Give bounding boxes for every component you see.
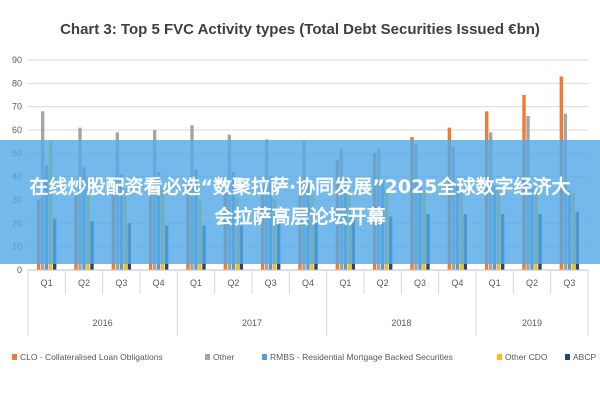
- x-tick-label: Q1: [190, 278, 202, 288]
- legend-swatch: [497, 354, 502, 360]
- y-tick-label: 70: [12, 102, 22, 112]
- x-tick-label: Q1: [489, 278, 501, 288]
- y-tick-label: 60: [12, 125, 22, 135]
- legend-swatch: [565, 354, 570, 360]
- x-group-label: 2018: [391, 318, 411, 328]
- y-tick-label: 0: [17, 265, 22, 275]
- promo-banner-text: 在线炒股配资看必选“数聚拉萨·协同发展”2025全球数字经济大会拉萨高层论坛开幕: [29, 176, 571, 228]
- x-group-label: 2017: [242, 318, 262, 328]
- legend-label: RMBS - Residential Mortgage Backed Secur…: [270, 352, 453, 362]
- chart-title: Chart 3: Top 5 FVC Activity types (Total…: [60, 21, 540, 38]
- x-tick-label: Q1: [41, 278, 53, 288]
- x-group-label: 2016: [93, 318, 113, 328]
- x-tick-label: Q2: [78, 278, 90, 288]
- x-tick-label: Q3: [563, 278, 575, 288]
- x-tick-label: Q4: [153, 278, 165, 288]
- x-tick-label: Q2: [526, 278, 538, 288]
- legend-label: ABCP: [573, 352, 596, 362]
- y-tick-label: 90: [12, 55, 22, 65]
- x-tick-label: Q2: [227, 278, 239, 288]
- x-tick-label: Q1: [339, 278, 351, 288]
- x-tick-label: Q3: [115, 278, 127, 288]
- x-tick-label: Q2: [377, 278, 389, 288]
- legend-swatch: [205, 354, 210, 360]
- x-tick-label: Q4: [451, 278, 463, 288]
- x-tick-label: Q4: [302, 278, 314, 288]
- y-tick-label: 80: [12, 78, 22, 88]
- x-tick-label: Q3: [414, 278, 426, 288]
- legend: CLO - Collateralised Loan Obligations Oth…: [12, 352, 596, 362]
- legend-label: CLO - Collateralised Loan Obligations: [20, 352, 163, 362]
- x-group-label: 2019: [522, 318, 542, 328]
- legend-swatch: [262, 354, 267, 360]
- legend-swatch: [12, 354, 17, 360]
- legend-label: Other: [213, 352, 234, 362]
- legend-label: Other CDO: [505, 352, 548, 362]
- promo-banner[interactable]: 在线炒股配资看必选“数聚拉萨·协同发展”2025全球数字经济大会拉萨高层论坛开幕: [0, 140, 600, 264]
- x-tick-label: Q3: [265, 278, 277, 288]
- x-axis: Q1 Q2 Q3 Q4 Q1 Q2 Q3 Q4 Q1 Q2 Q3 Q4 Q1 Q2 Q3 2016 2017 20…: [27, 269, 589, 336]
